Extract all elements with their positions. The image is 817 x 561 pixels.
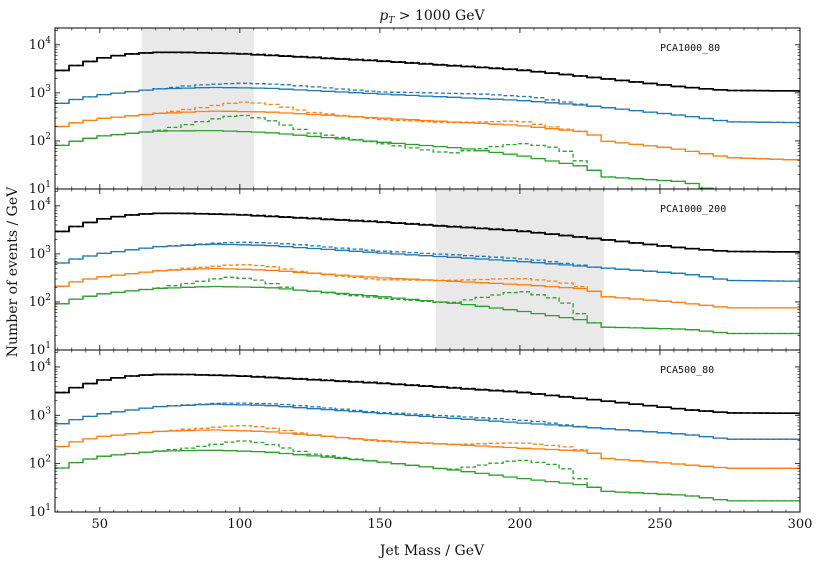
y-tick-exponent: 1 bbox=[45, 341, 51, 351]
y-tick-base: 10 bbox=[29, 86, 46, 101]
series-black-dashed bbox=[55, 212, 800, 253]
y-tick-base: 10 bbox=[29, 38, 46, 53]
y-tick-exponent: 1 bbox=[45, 180, 51, 190]
x-tick-label: 50 bbox=[92, 517, 109, 532]
title-rest: > 1000 GeV bbox=[394, 8, 485, 24]
panel-frame bbox=[54, 349, 801, 513]
series-green-dashed bbox=[55, 440, 800, 502]
series-blue-dashed bbox=[55, 82, 800, 124]
y-tick-exponent: 3 bbox=[45, 245, 51, 255]
x-tick-label: 250 bbox=[648, 517, 673, 532]
series-black-dashed bbox=[55, 373, 800, 415]
series-black-dashed bbox=[55, 51, 800, 92]
y-tick-exponent: 4 bbox=[45, 36, 51, 46]
y-tick-exponent: 2 bbox=[45, 132, 51, 142]
series-blue-dashed bbox=[55, 402, 800, 440]
x-tick-label: 300 bbox=[788, 517, 813, 532]
y-tick-label: 104 bbox=[29, 197, 52, 214]
y-tick-exponent: 4 bbox=[45, 358, 51, 368]
chart-title: pT > 1000 GeV bbox=[379, 8, 485, 26]
panel-label: PCA1000_200 bbox=[660, 204, 726, 215]
panel-label: PCA500_80 bbox=[660, 365, 714, 376]
y-tick-exponent: 2 bbox=[45, 455, 51, 465]
series-blue-solid bbox=[55, 243, 800, 282]
panels: 101102103104PCA1000_80101102103104PCA100… bbox=[29, 27, 801, 520]
signal-window bbox=[435, 189, 604, 350]
y-axis-label: Number of events / GeV bbox=[5, 186, 21, 357]
y-tick-base: 10 bbox=[29, 505, 46, 520]
series-green-dashed bbox=[55, 114, 714, 189]
y-tick-exponent: 1 bbox=[45, 503, 51, 513]
series-black-solid bbox=[55, 373, 800, 415]
series-group bbox=[55, 51, 800, 189]
series-green-solid bbox=[55, 449, 800, 502]
y-tick-exponent: 3 bbox=[45, 84, 51, 94]
x-axis-label: Jet Mass / GeV bbox=[378, 543, 485, 559]
series-blue-solid bbox=[55, 86, 800, 124]
y-tick-base: 10 bbox=[29, 199, 46, 214]
series-orange-solid bbox=[55, 267, 800, 309]
y-tick-base: 10 bbox=[29, 295, 46, 310]
y-tick-label: 104 bbox=[29, 36, 52, 53]
x-tick-label: 150 bbox=[367, 517, 392, 532]
series-group bbox=[55, 212, 800, 335]
y-tick-label: 101 bbox=[29, 180, 51, 197]
title-subscript: T bbox=[388, 16, 395, 26]
series-orange-dashed bbox=[55, 101, 800, 161]
y-tick-label: 101 bbox=[29, 341, 51, 358]
y-tick-label: 103 bbox=[29, 406, 52, 423]
y-tick-base: 10 bbox=[29, 457, 46, 472]
y-tick-label: 102 bbox=[29, 293, 51, 310]
y-tick-base: 10 bbox=[29, 408, 46, 423]
y-tick-label: 102 bbox=[29, 132, 51, 149]
series-green-solid bbox=[55, 285, 800, 335]
y-tick-base: 10 bbox=[29, 360, 46, 375]
x-tick-label: 100 bbox=[227, 517, 252, 532]
series-group bbox=[55, 373, 800, 502]
y-tick-label: 104 bbox=[29, 358, 52, 375]
y-tick-base: 10 bbox=[29, 343, 46, 358]
title-math: p bbox=[379, 8, 388, 24]
y-tick-exponent: 3 bbox=[45, 406, 51, 416]
y-tick-label: 101 bbox=[29, 503, 51, 520]
panel-label: PCA1000_80 bbox=[660, 43, 720, 54]
y-tick-exponent: 4 bbox=[45, 197, 51, 207]
series-orange-dashed bbox=[55, 264, 800, 309]
y-tick-label: 103 bbox=[29, 84, 52, 101]
y-tick-label: 102 bbox=[29, 455, 51, 472]
y-tick-base: 10 bbox=[29, 134, 46, 149]
y-tick-base: 10 bbox=[29, 247, 46, 262]
series-orange-solid bbox=[55, 429, 800, 469]
y-tick-exponent: 2 bbox=[45, 293, 51, 303]
x-tick-label: 200 bbox=[508, 517, 533, 532]
signal-window bbox=[141, 28, 254, 189]
series-blue-dashed bbox=[55, 241, 800, 282]
y-tick-label: 103 bbox=[29, 245, 52, 262]
series-green-dashed bbox=[55, 276, 800, 335]
x-tick-labels: 50 100 150 200 250 300 bbox=[92, 517, 813, 532]
y-tick-base: 10 bbox=[29, 182, 46, 197]
